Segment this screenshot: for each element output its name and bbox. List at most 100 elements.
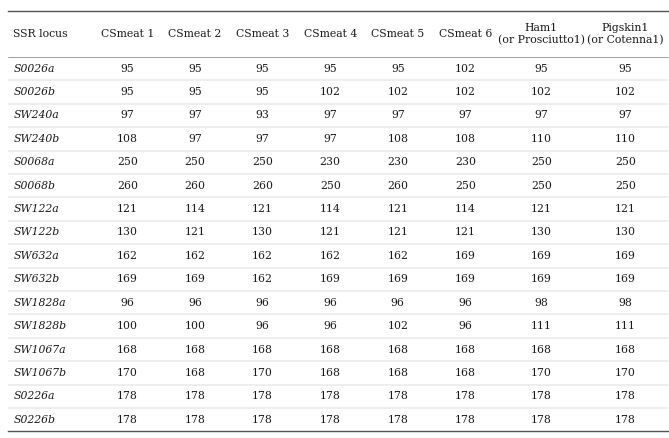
Text: 102: 102 <box>455 64 476 74</box>
Text: SW632b: SW632b <box>13 274 60 284</box>
Text: 121: 121 <box>185 227 205 237</box>
Text: 100: 100 <box>185 321 205 331</box>
Text: SW122b: SW122b <box>13 227 60 237</box>
Text: 178: 178 <box>185 415 205 425</box>
Text: 178: 178 <box>387 415 408 425</box>
Text: 170: 170 <box>117 368 138 378</box>
Text: 108: 108 <box>387 134 408 144</box>
Text: 169: 169 <box>185 274 205 284</box>
Text: 95: 95 <box>188 87 202 97</box>
Text: 178: 178 <box>252 415 273 425</box>
Text: 260: 260 <box>252 180 273 191</box>
Text: 110: 110 <box>531 134 552 144</box>
Text: 102: 102 <box>531 87 552 97</box>
Text: 170: 170 <box>252 368 273 378</box>
Text: 169: 169 <box>615 274 636 284</box>
Text: 178: 178 <box>185 391 205 401</box>
Text: SW122a: SW122a <box>13 204 59 214</box>
Text: 108: 108 <box>455 134 476 144</box>
Text: 95: 95 <box>256 64 270 74</box>
Text: 169: 169 <box>387 274 408 284</box>
Text: 95: 95 <box>619 64 632 74</box>
Text: 97: 97 <box>619 110 632 120</box>
Text: S0026b: S0026b <box>13 87 56 97</box>
Text: 178: 178 <box>455 391 476 401</box>
Text: SW632a: SW632a <box>13 251 59 261</box>
Text: 97: 97 <box>188 110 202 120</box>
Text: 97: 97 <box>535 110 548 120</box>
Text: 95: 95 <box>188 64 202 74</box>
Text: 260: 260 <box>387 180 408 191</box>
Text: 102: 102 <box>320 87 341 97</box>
Text: 230: 230 <box>320 157 341 167</box>
Text: 97: 97 <box>120 110 134 120</box>
Text: 169: 169 <box>455 274 476 284</box>
Text: 111: 111 <box>531 321 552 331</box>
Text: 250: 250 <box>531 157 552 167</box>
Text: 121: 121 <box>615 204 636 214</box>
Text: 102: 102 <box>387 87 408 97</box>
Text: 162: 162 <box>387 251 408 261</box>
Text: 168: 168 <box>320 368 341 378</box>
Text: 98: 98 <box>619 298 632 308</box>
Text: 168: 168 <box>387 368 408 378</box>
Text: 121: 121 <box>252 204 273 214</box>
Text: 168: 168 <box>387 345 408 354</box>
Text: SSR locus: SSR locus <box>13 29 68 39</box>
Text: SW1828b: SW1828b <box>13 321 66 331</box>
Text: 100: 100 <box>117 321 138 331</box>
Text: 121: 121 <box>455 227 476 237</box>
Text: S0068b: S0068b <box>13 180 56 191</box>
Text: 96: 96 <box>458 321 472 331</box>
Text: 108: 108 <box>117 134 138 144</box>
Text: 169: 169 <box>455 251 476 261</box>
Text: Pigskin1
(or Cotenna1): Pigskin1 (or Cotenna1) <box>587 23 664 45</box>
Text: 230: 230 <box>387 157 408 167</box>
Text: 169: 169 <box>320 274 341 284</box>
Text: 121: 121 <box>531 204 552 214</box>
Text: SW1067b: SW1067b <box>13 368 66 378</box>
Text: 178: 178 <box>387 391 408 401</box>
Text: CSmeat 3: CSmeat 3 <box>236 29 290 39</box>
Text: 162: 162 <box>252 274 273 284</box>
Text: 130: 130 <box>252 227 273 237</box>
Text: CSmeat 4: CSmeat 4 <box>304 29 357 39</box>
Text: 102: 102 <box>387 321 408 331</box>
Text: 169: 169 <box>531 251 552 261</box>
Text: 178: 178 <box>531 391 552 401</box>
Text: 97: 97 <box>391 110 405 120</box>
Text: 96: 96 <box>120 298 134 308</box>
Text: 97: 97 <box>323 110 337 120</box>
Text: 178: 178 <box>117 391 138 401</box>
Text: 130: 130 <box>117 227 138 237</box>
Text: 170: 170 <box>531 368 552 378</box>
Text: 121: 121 <box>320 227 341 237</box>
Text: 250: 250 <box>615 157 636 167</box>
Text: 130: 130 <box>531 227 552 237</box>
Text: Ham1
(or Prosciutto1): Ham1 (or Prosciutto1) <box>498 23 585 45</box>
Text: 95: 95 <box>256 87 270 97</box>
Text: S0026a: S0026a <box>13 64 55 74</box>
Text: 130: 130 <box>615 227 636 237</box>
Text: 93: 93 <box>256 110 270 120</box>
Text: CSmeat 6: CSmeat 6 <box>439 29 492 39</box>
Text: 96: 96 <box>458 298 472 308</box>
Text: S0068a: S0068a <box>13 157 55 167</box>
Text: 114: 114 <box>185 204 205 214</box>
Text: 250: 250 <box>320 180 341 191</box>
Text: 260: 260 <box>185 180 205 191</box>
Text: 114: 114 <box>455 204 476 214</box>
Text: 178: 178 <box>531 415 552 425</box>
Text: 250: 250 <box>615 180 636 191</box>
Text: 260: 260 <box>117 180 138 191</box>
Text: 95: 95 <box>120 64 134 74</box>
Text: 162: 162 <box>320 251 341 261</box>
Text: S0226a: S0226a <box>13 391 55 401</box>
Text: 168: 168 <box>615 345 636 354</box>
Text: 178: 178 <box>615 415 636 425</box>
Text: 102: 102 <box>455 87 476 97</box>
Text: 97: 97 <box>188 134 202 144</box>
Text: SW240a: SW240a <box>13 110 59 120</box>
Text: 170: 170 <box>615 368 636 378</box>
Text: 230: 230 <box>455 157 476 167</box>
